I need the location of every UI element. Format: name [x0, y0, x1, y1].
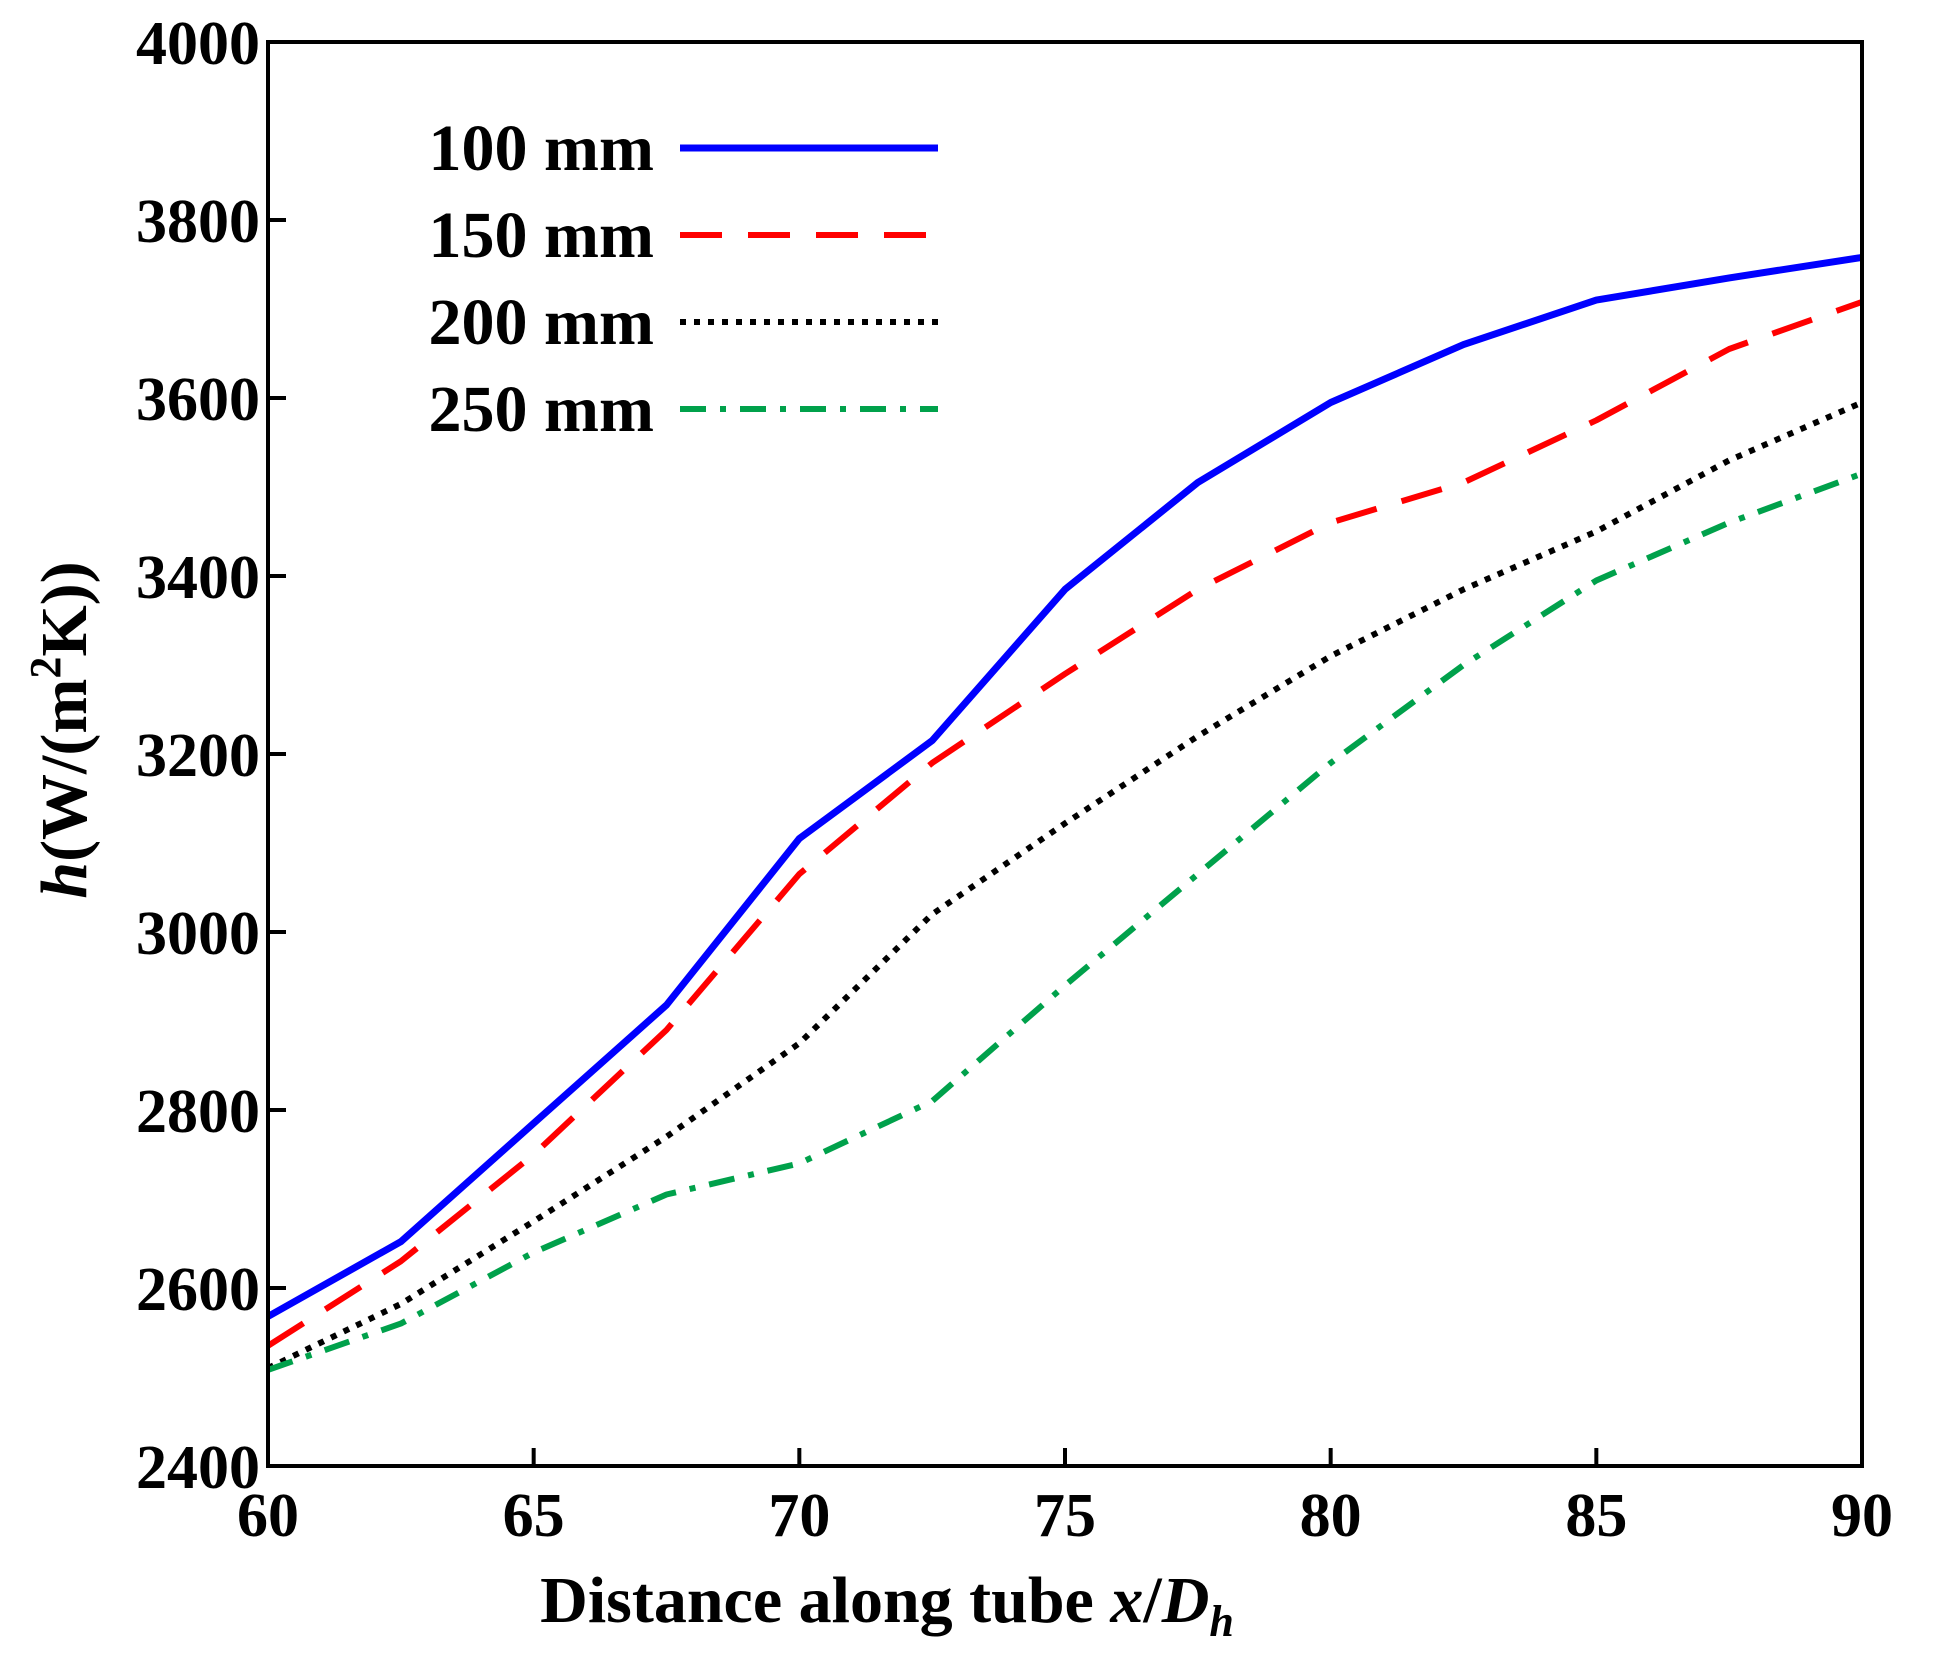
data-point: [799, 838, 800, 839]
y-tick-label: 3400: [136, 544, 260, 612]
series-line-100-mm: [266, 253, 1863, 1320]
data-point: [1596, 531, 1597, 532]
legend-label: 250 mm: [429, 373, 654, 446]
axes: [266, 40, 1864, 1468]
data-point: [932, 762, 933, 763]
data-point: [1729, 277, 1730, 278]
data-point: [666, 1004, 667, 1005]
data-point: [1065, 823, 1066, 824]
data-point: [533, 1221, 534, 1222]
x-tick-label: 85: [1565, 1482, 1627, 1550]
data-point: [1596, 300, 1597, 301]
series-line-250-mm: [267, 470, 1864, 1373]
x-tick-label: 65: [503, 1482, 565, 1550]
legend-label: 150 mm: [429, 199, 654, 272]
data-point: [1065, 589, 1066, 590]
data-point: [400, 1323, 401, 1324]
data-point: [1065, 985, 1066, 986]
data-point: [1330, 402, 1331, 403]
x-axis-title: Distance along tube x/Dh: [540, 1564, 1234, 1646]
y-tick-label: 2800: [136, 1078, 260, 1146]
y-tick-label: 3200: [136, 722, 260, 790]
data-point: [1197, 589, 1198, 590]
x-tick-label: 90: [1831, 1482, 1893, 1550]
data-point: [1463, 482, 1464, 483]
data-point: [1596, 580, 1597, 581]
x-tick-label: 75: [1034, 1482, 1096, 1550]
y-tick-label: 2600: [136, 1256, 260, 1324]
data-point: [1197, 482, 1198, 483]
x-tick-label: 80: [1300, 1482, 1362, 1550]
data-point: [932, 1101, 933, 1102]
y-tick-label: 3000: [136, 900, 260, 968]
data-point: [666, 1194, 667, 1195]
y-tick-label: 3600: [136, 366, 260, 434]
data-point: [932, 740, 933, 741]
data-point: [666, 1029, 667, 1030]
tick-labels: 60 65 70 75 80 85 90 2400 2600 2800 3000 3200 3400 36…: [136, 10, 1893, 1550]
data-point: [533, 1154, 534, 1155]
data-point: [400, 1241, 401, 1242]
data-point: [1197, 874, 1198, 875]
data-point: [666, 1136, 667, 1137]
x-tick-label: 70: [768, 1482, 830, 1550]
legend: 100 mm 150 mm 200 mm 250 mm: [429, 112, 938, 446]
data-point: [1330, 762, 1331, 763]
data-point: [400, 1304, 401, 1305]
y-tick-label: 2400: [136, 1434, 260, 1502]
data-point: [1463, 665, 1464, 666]
data-point: [1197, 736, 1198, 737]
data-point: [1330, 656, 1331, 657]
y-tick-label: 3800: [136, 188, 260, 256]
legend-label: 100 mm: [429, 112, 654, 185]
data-point: [1729, 460, 1730, 461]
data-point: [932, 914, 933, 915]
data-point: [1729, 349, 1730, 350]
y-axis-title: h(W/(m2K)): [21, 561, 101, 898]
series-line-150-mm: [266, 299, 1864, 1349]
data-point: [400, 1261, 401, 1262]
series-layer: [266, 253, 1864, 1373]
x-tick-label: 60: [237, 1482, 299, 1550]
data-point: [1596, 420, 1597, 421]
data-point: [1729, 522, 1730, 523]
data-point: [1330, 522, 1331, 523]
data-point: [799, 1163, 800, 1164]
data-point: [1065, 673, 1066, 674]
data-point: [533, 1123, 534, 1124]
y-tick-label: 4000: [136, 10, 260, 78]
data-point: [1463, 344, 1464, 345]
series-line-200-mm: [266, 399, 1864, 1371]
data-point: [533, 1252, 534, 1253]
data-point: [799, 1043, 800, 1044]
legend-label: 200 mm: [429, 286, 654, 359]
data-point: [1463, 589, 1464, 590]
data-point: [799, 874, 800, 875]
